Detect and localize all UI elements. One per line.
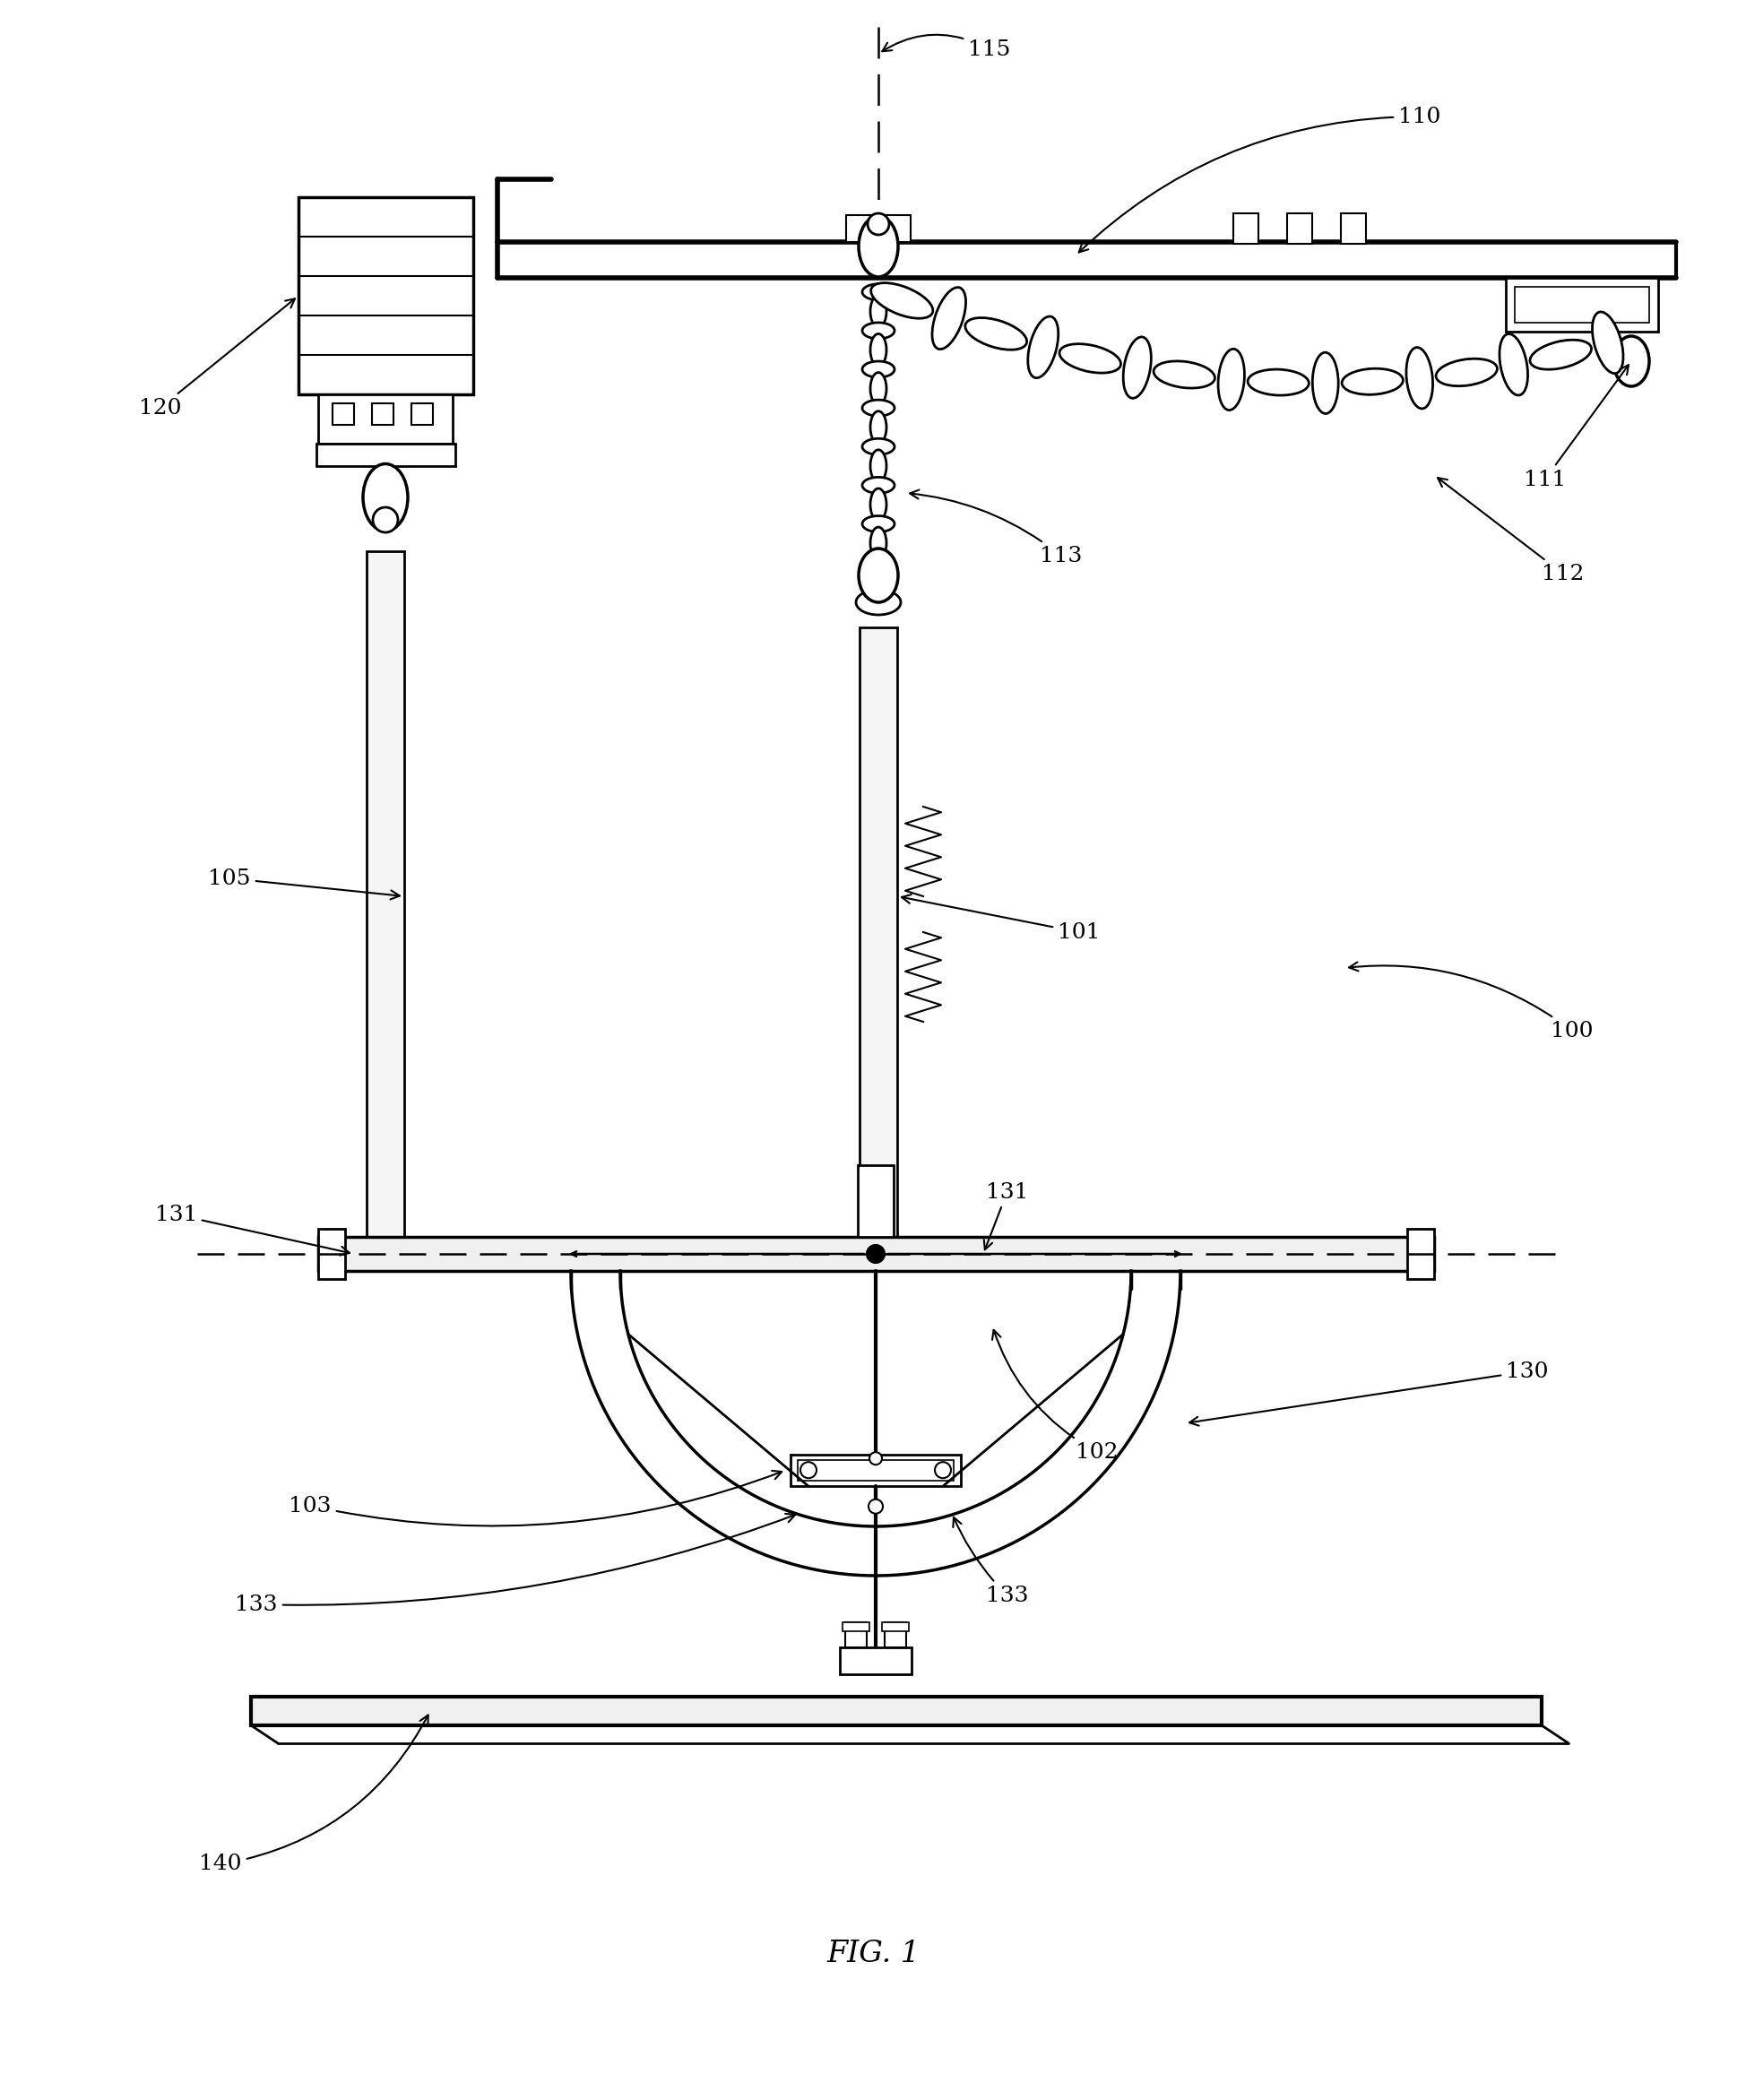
Ellipse shape: [1529, 340, 1591, 370]
Ellipse shape: [870, 296, 885, 328]
Text: 102: 102: [992, 1329, 1117, 1462]
Text: 111: 111: [1523, 365, 1627, 489]
Bar: [332, 403, 354, 424]
Bar: [318, 1228, 346, 1279]
Text: 110: 110: [1079, 107, 1440, 252]
Ellipse shape: [1311, 353, 1337, 414]
Bar: [845, 214, 871, 242]
Bar: [1287, 214, 1311, 244]
Ellipse shape: [1152, 361, 1213, 388]
Bar: [318, 1237, 1433, 1270]
Ellipse shape: [859, 548, 897, 603]
Ellipse shape: [870, 527, 885, 559]
Bar: [318, 395, 452, 443]
Ellipse shape: [870, 449, 885, 483]
Text: 120: 120: [140, 298, 295, 418]
Bar: [859, 628, 897, 1237]
Ellipse shape: [1591, 313, 1622, 374]
Text: 131: 131: [983, 1182, 1028, 1250]
Ellipse shape: [932, 288, 966, 349]
Ellipse shape: [863, 323, 894, 338]
Ellipse shape: [870, 489, 885, 521]
Ellipse shape: [1247, 370, 1308, 395]
Bar: [251, 1697, 1542, 1726]
Text: 113: 113: [910, 489, 1081, 567]
Text: 140: 140: [199, 1716, 428, 1875]
Text: 133: 133: [236, 1514, 794, 1615]
Ellipse shape: [1341, 368, 1402, 395]
Ellipse shape: [870, 372, 885, 405]
Text: 133: 133: [953, 1518, 1028, 1607]
Text: FIG. 1: FIG. 1: [826, 1940, 920, 1968]
Ellipse shape: [863, 399, 894, 416]
Circle shape: [800, 1462, 815, 1478]
Bar: [883, 1623, 906, 1646]
Bar: [316, 443, 456, 466]
Ellipse shape: [1027, 317, 1058, 378]
Ellipse shape: [859, 216, 897, 277]
Ellipse shape: [1217, 349, 1243, 410]
Circle shape: [868, 1499, 882, 1514]
Bar: [1407, 1228, 1433, 1279]
Ellipse shape: [863, 439, 894, 456]
Bar: [1341, 214, 1365, 244]
Circle shape: [870, 1453, 882, 1464]
Ellipse shape: [871, 284, 932, 319]
Circle shape: [868, 1245, 883, 1262]
Bar: [367, 550, 403, 1237]
Text: 131: 131: [155, 1203, 349, 1256]
Ellipse shape: [372, 508, 398, 533]
Ellipse shape: [966, 317, 1027, 351]
Bar: [1233, 214, 1257, 244]
Ellipse shape: [1435, 359, 1496, 386]
Text: 100: 100: [1348, 962, 1592, 1042]
Bar: [1514, 288, 1648, 323]
Ellipse shape: [1123, 336, 1151, 399]
Text: 112: 112: [1437, 479, 1584, 584]
Bar: [845, 1623, 866, 1646]
Bar: [1505, 277, 1657, 332]
Bar: [299, 197, 473, 395]
Bar: [840, 1646, 911, 1674]
Ellipse shape: [870, 565, 885, 598]
Ellipse shape: [863, 361, 894, 378]
Bar: [791, 1455, 960, 1487]
Text: 105: 105: [208, 867, 400, 899]
Bar: [372, 403, 393, 424]
Ellipse shape: [1613, 336, 1648, 386]
Ellipse shape: [856, 590, 901, 615]
Circle shape: [934, 1462, 950, 1478]
Bar: [842, 1623, 870, 1632]
Ellipse shape: [870, 334, 885, 365]
Ellipse shape: [363, 464, 407, 531]
Bar: [882, 1623, 908, 1632]
Ellipse shape: [868, 214, 889, 235]
Bar: [798, 1460, 953, 1480]
Bar: [857, 1166, 894, 1237]
Ellipse shape: [1406, 347, 1432, 410]
Text: 103: 103: [288, 1470, 782, 1527]
Ellipse shape: [863, 284, 894, 300]
Ellipse shape: [863, 517, 894, 531]
Text: 115: 115: [882, 36, 1009, 59]
Ellipse shape: [863, 554, 894, 571]
Ellipse shape: [863, 477, 894, 493]
Ellipse shape: [870, 412, 885, 443]
Ellipse shape: [1058, 344, 1121, 374]
Ellipse shape: [1498, 334, 1528, 395]
Bar: [885, 214, 910, 242]
Bar: [412, 403, 433, 424]
Text: 130: 130: [1189, 1361, 1547, 1426]
Text: 101: 101: [901, 895, 1100, 943]
Circle shape: [866, 1245, 883, 1262]
